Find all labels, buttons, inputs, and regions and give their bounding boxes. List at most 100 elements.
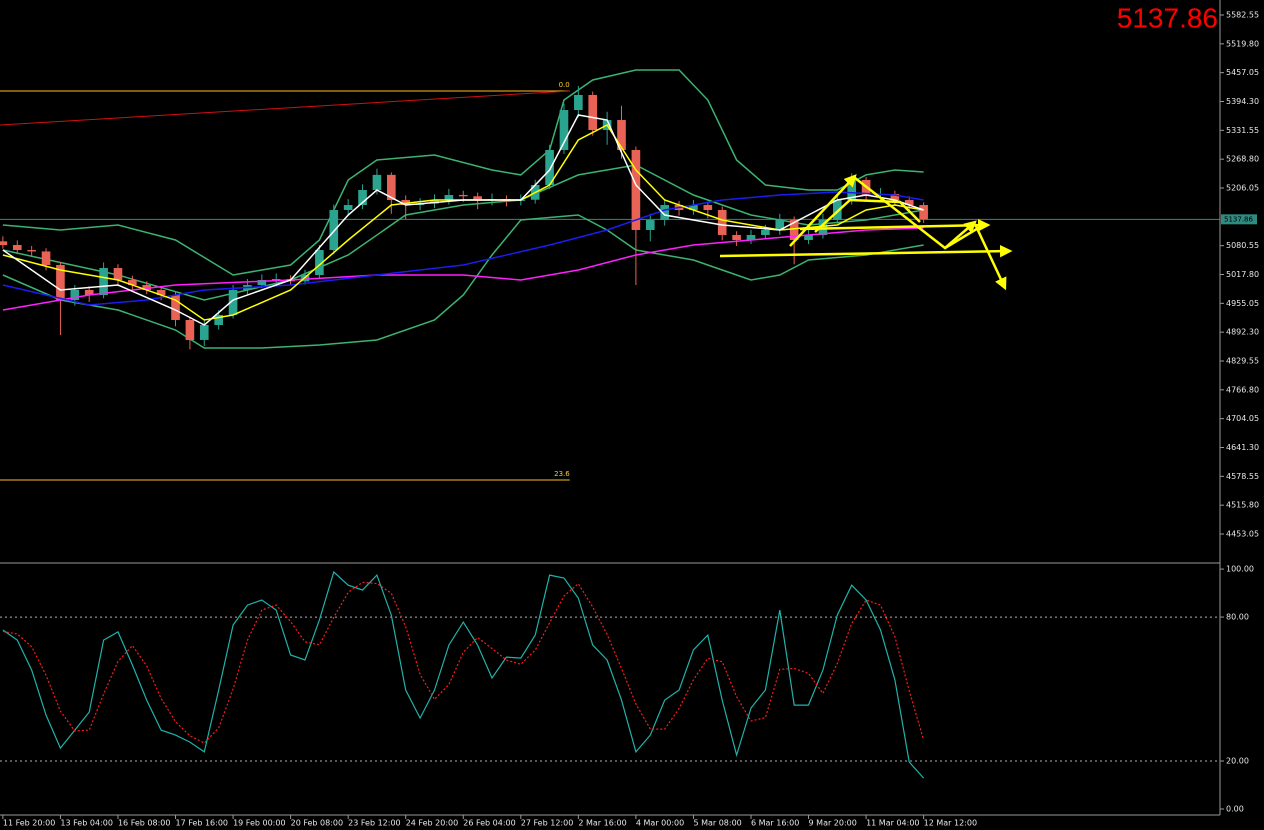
x-tick-label: 19 Feb 00:00: [233, 819, 285, 828]
oscillator-line: [2, 570, 925, 779]
x-tick-label: 2 Mar 16:00: [578, 819, 626, 828]
candle-body: [358, 189, 367, 206]
candle-body: [12, 244, 22, 251]
x-tick-label: 12 Mar 12:00: [924, 819, 977, 828]
candle-body: [343, 205, 353, 210]
x-tick-label: 17 Feb 16:00: [176, 819, 228, 828]
candle-body: [574, 94, 583, 111]
candle-body: [689, 205, 698, 210]
candle-body: [56, 264, 65, 300]
y-tick-label: 5582.55: [1226, 11, 1259, 20]
x-tick-label: 11 Feb 20:00: [3, 819, 55, 828]
x-tick-label: 5 Mar 08:00: [693, 819, 741, 828]
last-price-box: [1221, 214, 1257, 225]
y-tick-label: 5519.80: [1226, 39, 1259, 48]
drawn-arrow: [973, 223, 1007, 291]
x-tick-label: 9 Mar 20:00: [809, 819, 857, 828]
y-tick-label: 5331.55: [1226, 126, 1259, 135]
candle-body: [775, 220, 785, 230]
candle-body: [617, 120, 626, 150]
price-display: 5137.86: [1117, 2, 1218, 33]
candle-body: [703, 205, 713, 210]
x-tick-label: 24 Feb 20:00: [406, 819, 458, 828]
x-tick-label: 4 Mar 00:00: [636, 819, 684, 828]
y-tick-label: 4892.30: [1226, 328, 1259, 337]
candle-body: [199, 324, 209, 340]
candle-body: [113, 268, 123, 281]
candle-body: [70, 289, 80, 300]
fibo-label: 0.0: [559, 81, 570, 89]
y-tick-label: 4829.55: [1226, 356, 1259, 365]
candle-body: [214, 314, 223, 325]
y-tick-label: 5017.80: [1226, 270, 1259, 279]
y-tick-label: 4515.80: [1226, 501, 1259, 510]
candle-body: [660, 205, 669, 221]
candle-body: [271, 279, 281, 281]
candle-body: [588, 94, 598, 130]
candle-body: [890, 193, 900, 201]
candle-body: [804, 234, 813, 240]
y-tick-label: 20.00: [1226, 757, 1249, 766]
candle-body: [156, 289, 166, 295]
candle-body: [458, 195, 468, 197]
candle-body: [99, 268, 108, 295]
candle-body: [789, 220, 799, 240]
candle-body: [645, 220, 655, 230]
drawn-arrow: [789, 174, 857, 247]
hand-drawing: [719, 174, 1013, 291]
candle-body: [84, 289, 94, 295]
trendline: [0, 90, 570, 126]
candle-body: [847, 179, 857, 201]
candle-body: [761, 229, 770, 235]
y-tick-label: 100.00: [1226, 565, 1254, 574]
y-tick-label: 4766.80: [1226, 385, 1259, 394]
y-tick-label: 0.00: [1226, 805, 1244, 814]
y-tick-label: 4704.05: [1226, 414, 1259, 423]
x-tick-label: 26 Feb 04:00: [463, 819, 515, 828]
fibo-label: 23.6: [554, 470, 570, 478]
y-tick-label: 5268.80: [1226, 155, 1259, 164]
y-tick-label: 5206.05: [1226, 183, 1259, 192]
y-tick-label: 80.00: [1226, 613, 1249, 622]
drawn-line: [944, 222, 986, 250]
candle-body: [142, 285, 152, 290]
candle-body: [228, 289, 238, 315]
x-tick-label: 23 Feb 12:00: [348, 819, 400, 828]
x-tick-label: 11 Mar 04:00: [866, 819, 919, 828]
candle-body: [171, 294, 180, 320]
y-tick-label: 5394.30: [1226, 97, 1259, 106]
candle-body: [329, 209, 339, 251]
x-tick-label: 6 Mar 16:00: [751, 819, 799, 828]
candle-body: [732, 234, 741, 240]
drawn-arrow: [799, 218, 991, 232]
candle-body: [128, 280, 137, 286]
candle-body: [185, 319, 195, 340]
x-tick-label: 20 Feb 08:00: [291, 819, 343, 828]
last-price-label: 5137.86: [1224, 215, 1253, 223]
candle-body: [257, 280, 267, 286]
candle-body: [631, 149, 641, 230]
candle-body: [717, 209, 727, 235]
candle-body: [401, 200, 411, 206]
candle-body: [372, 174, 382, 190]
candle-body: [545, 149, 554, 185]
x-tick-label: 13 Feb 04:00: [60, 819, 112, 828]
candle-body: [387, 174, 396, 201]
y-tick-label: 4453.05: [1226, 529, 1259, 538]
y-tick-label: 5457.05: [1226, 68, 1259, 77]
drawn-arrow: [719, 244, 1013, 258]
candle-body: [904, 200, 914, 206]
candle-body: [473, 196, 482, 201]
y-tick-label: 4955.05: [1226, 299, 1259, 308]
candle-body: [315, 250, 324, 276]
x-tick-label: 16 Feb 08:00: [118, 819, 170, 828]
y-tick-label: 4641.30: [1226, 443, 1259, 452]
y-tick-label: 4578.55: [1226, 472, 1259, 481]
candle-body: [746, 234, 756, 240]
drawn-line: [814, 198, 921, 233]
back-layer: 0.0 23.6: [0, 81, 1220, 762]
